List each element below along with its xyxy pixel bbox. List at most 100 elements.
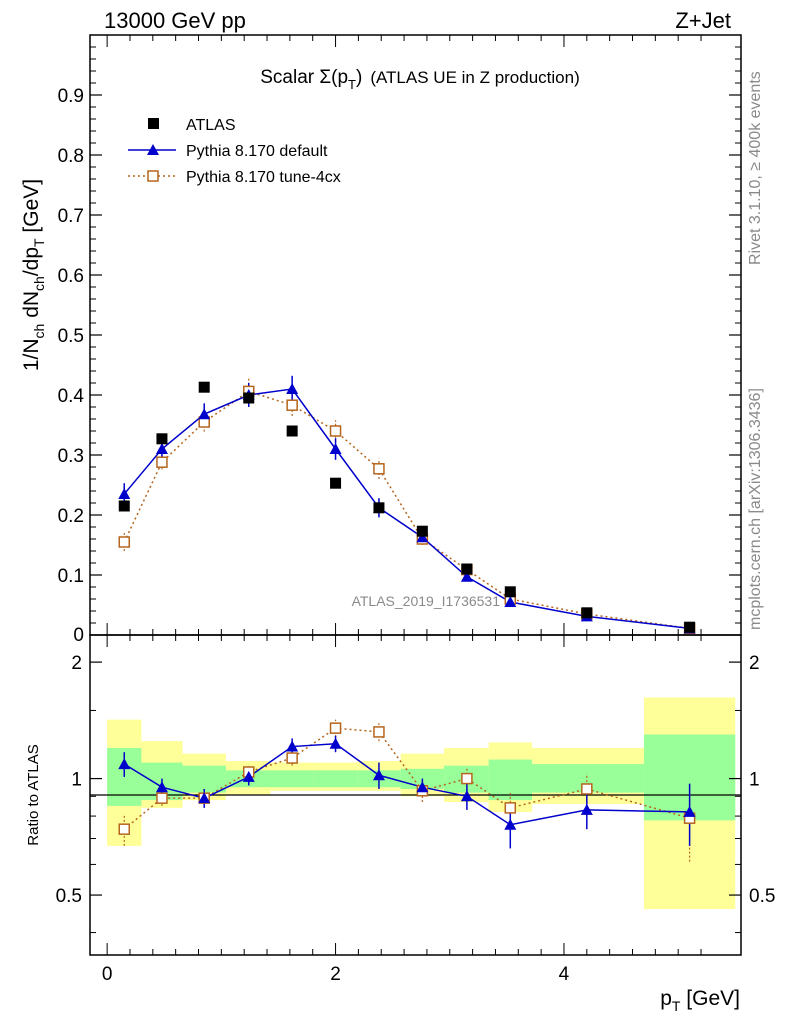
ratio-y-tick-label-left: 1 [71,770,82,791]
legend: ATLAS Pythia 8.170 default Pythia 8.170 … [128,117,341,186]
ratio-y-tick-label-right: 0.5 [749,886,775,907]
ratio-y-ticks: 0.5 0.5 1 1 2 2 [56,653,775,934]
ratio-default-point [504,818,517,830]
ratio-inner-band [270,770,314,788]
ratio-series-layer [118,719,696,862]
main-y-tick-label: 0.6 [58,266,84,287]
ratio-y-axis-label: Ratio to ATLAS [25,744,42,845]
default-point [329,443,342,454]
ratio-default-point [372,769,385,781]
atlas-point [504,586,516,598]
ylabel-part-1: ch [31,324,47,339]
ratio-tune4cx-point [461,772,473,785]
ratio-x-ticks: 0 2 4 [102,635,702,985]
atlas-point [243,392,255,404]
legend-marker-atlas [148,118,159,129]
legend-marker-default [147,144,159,155]
ratio-x-tick-label: 4 [559,964,570,985]
main-y-ticks: 0.1 0.2 0.3 0.4 0.5 0.6 0.7 0.8 0.9 0 [58,46,741,646]
default-line [123,388,690,630]
ratio-default-point [460,790,473,802]
atlas-point [286,425,298,437]
ratio-default-point [580,803,593,815]
ratio-tune4cx-point [581,783,593,795]
ratio-default-point [118,758,131,770]
title-sigma: Σ(p [319,67,348,88]
main-series-layer [118,375,696,635]
ylabel-part-2: dN [20,291,43,324]
ratio-tune4cx-point [156,792,168,804]
title-prefix: Scalar [260,67,319,88]
tune4cx-point [156,456,168,468]
ratio-frame [89,634,742,956]
xlabel-part-0: p [660,987,672,1010]
tune4cx-point [118,536,131,548]
main-y-tick-label: 0.8 [58,146,84,167]
legend-label-tune4cx: Pythia 8.170 tune-4cx [186,169,341,186]
mcplots-label: mcplots.cern.ch [arXiv:1306.3436] [747,388,764,630]
ratio-y-tick-label-right: 1 [749,770,760,791]
atlas-point [684,621,696,633]
title-sub: T [348,77,356,92]
legend-label-default: Pythia 8.170 default [186,143,328,160]
main-y-tick-label: 0.1 [58,566,84,587]
main-y-tick-label: 0.5 [58,326,84,347]
atlas-point [118,500,130,512]
default-point [504,596,517,607]
tune4cx-point [286,399,298,411]
legend-marker-tune4cx [147,170,159,182]
default-point [155,443,168,454]
main-x-ticks [106,35,702,635]
main-title: Scalar Σ(pT) (ATLAS UE in Z production) [260,67,580,92]
ratio-default-point [286,740,299,752]
ylabel-part-4: /dp [20,247,43,276]
ratio-inner-band [313,770,358,788]
default-point [286,383,299,394]
ylabel-part-0: 1/N [20,338,43,371]
ratio-default-point [242,770,255,782]
rivet-label: Rivet 3.1.10, ≥ 400k events [747,71,764,265]
atlas-point [373,502,385,514]
header-right-label: Z+Jet [675,8,731,33]
analysis-watermark: ATLAS_2019_I1736531 [352,593,501,609]
main-y-tick-label: 0.9 [58,86,84,107]
title-suffix: (ATLAS UE in Z production) [370,68,579,87]
ratio-inner-band [182,765,226,793]
xlabel-part-2: [GeV] [680,987,740,1010]
ratio-y-tick-label-left: 2 [71,653,82,674]
atlas-point [581,607,593,619]
header-left-label: 13000 GeV pp [104,8,246,33]
ratio-x-tick-label: 2 [330,964,341,985]
atlas-point [198,381,210,393]
xlabel-part-1: T [672,998,681,1014]
main-y-tick-label: 0.7 [58,206,84,227]
atlas-point [330,477,342,489]
ratio-tune4cx-point [118,823,131,835]
ylabel-part-6: [GeV] [20,179,43,239]
ratio-x-tick-label: 0 [102,964,113,985]
main-panel: 0.10.20.30.40.50.60.70.80.90 Scalar Σ(pT… [20,34,742,646]
ylabel-part-3: ch [31,276,47,291]
ratio-tune4cx-point [373,726,385,738]
default-point [198,408,211,420]
main-y-tick-label: 0.2 [58,506,84,527]
ylabel-part-5: T [31,238,47,247]
ratio-panel: 0.5 0.5 1 1 2 2 0 2 4 Ratio to ATLAS pT [GeV] [25,634,775,1014]
atlas-point [156,433,168,445]
atlas-point [461,563,473,575]
ratio-bands [107,697,736,910]
default-point [460,570,473,582]
main-y-zero-label: 0 [73,625,84,646]
ratio-default-point [416,781,429,793]
ratio-default-point [155,781,168,793]
main-y-tick-label: 0.4 [58,386,85,407]
default-point [118,488,131,499]
ratio-default-line [123,743,690,826]
ratio-default-point [198,792,211,804]
main-y-axis-label: 1/Nch dNch/dpT [GeV] [20,179,47,371]
ratio-tune4cx-point [504,802,517,814]
tune4cx-line [123,390,690,630]
ratio-default-point [683,805,696,817]
tune4cx-point [373,463,385,475]
